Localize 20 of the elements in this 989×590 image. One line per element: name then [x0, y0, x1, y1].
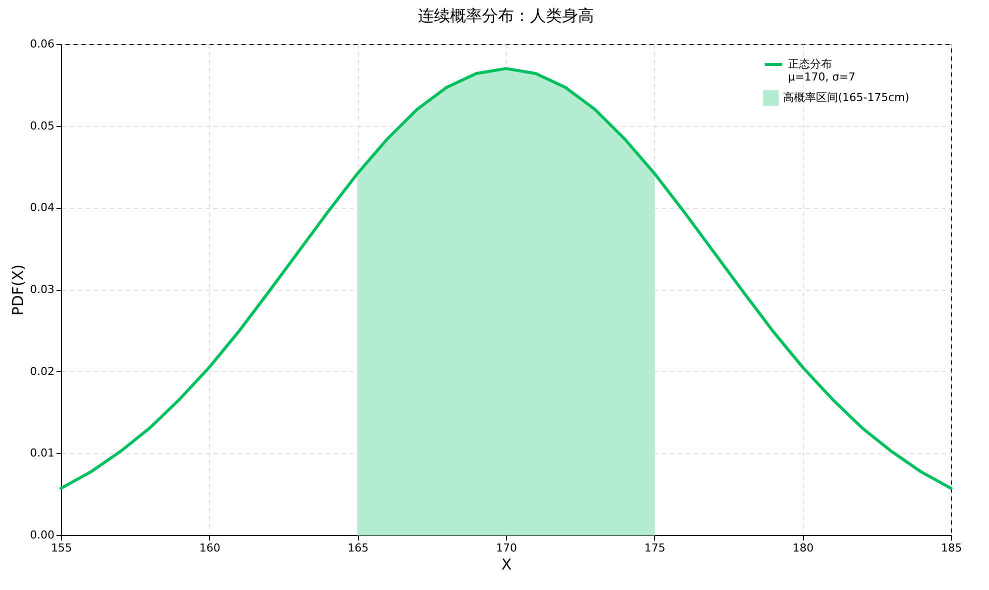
x-tick-label: 185 — [941, 542, 962, 554]
y-axis-title: PDF(X) — [9, 264, 28, 316]
y-tick-label: 0.00 — [30, 528, 54, 542]
y-tick-label: 0.03 — [30, 283, 54, 296]
y-tick-label: 0.01 — [30, 446, 54, 460]
x-tick-label: 160 — [199, 542, 220, 554]
x-tick-label: 180 — [792, 542, 814, 554]
chart-title: 连续概率分布：人类身高 — [418, 6, 594, 25]
y-tick-label: 0.06 — [30, 38, 54, 50]
x-tick-label: 175 — [644, 542, 666, 554]
legend-label: 高概率区间(165-175cm) — [783, 91, 910, 104]
y-tick-label: 0.05 — [30, 119, 54, 132]
y-tick-label: 0.02 — [30, 364, 54, 378]
legend-label: 正态分布 μ=170, σ=7 — [788, 58, 856, 84]
x-tick-label: 170 — [496, 542, 517, 554]
x-axis-title: X — [501, 556, 512, 574]
x-tick-label: 155 — [51, 542, 72, 554]
y-tick-label: 0.04 — [30, 201, 54, 214]
x-tick-label: 165 — [348, 542, 369, 554]
line-series — [60, 67, 952, 490]
